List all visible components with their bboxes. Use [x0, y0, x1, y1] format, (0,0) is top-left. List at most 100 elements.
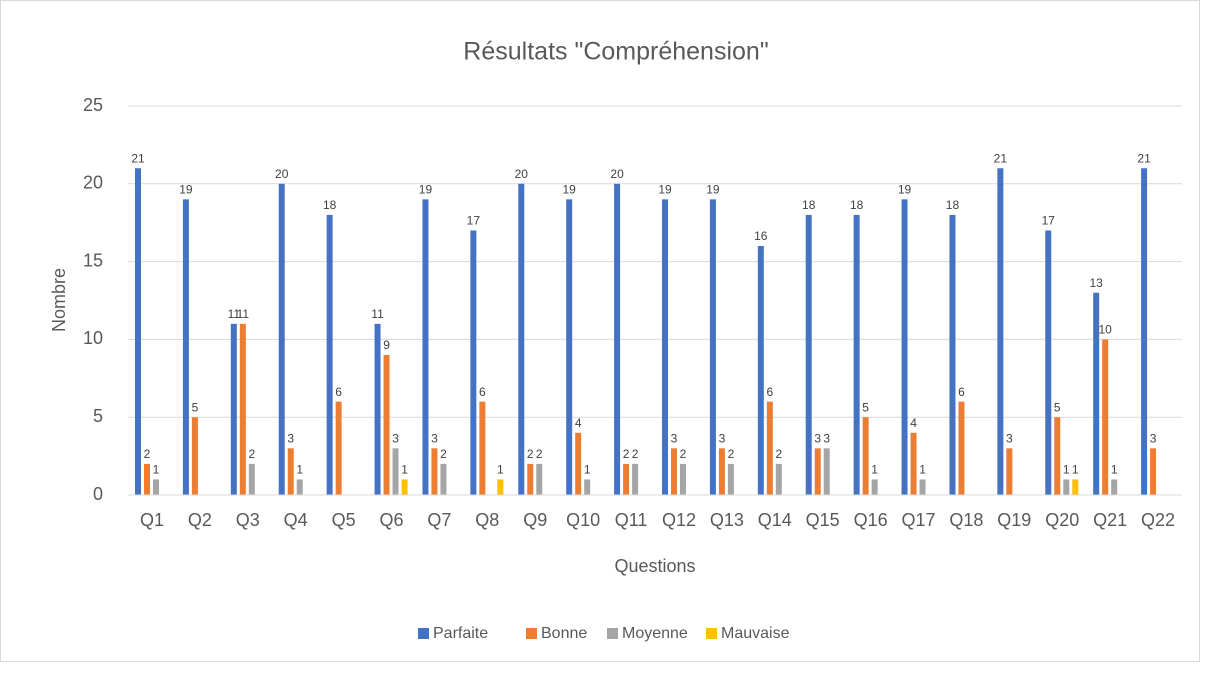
bar [440, 463, 447, 495]
bar [518, 183, 525, 496]
data-label: 3 [287, 431, 294, 445]
bar [919, 479, 926, 495]
x-tick-label: Q16 [854, 510, 888, 530]
data-label: 3 [814, 431, 821, 445]
bar [153, 479, 159, 495]
data-label: 19 [706, 183, 720, 197]
bar [823, 448, 830, 495]
data-label: 1 [1063, 463, 1070, 477]
bar [401, 479, 408, 495]
data-label: 4 [910, 416, 917, 430]
data-label: 1 [153, 463, 160, 477]
bar [135, 168, 141, 496]
x-tick-label: Q20 [1045, 510, 1079, 530]
x-tick-label: Q6 [379, 510, 403, 530]
data-label: 2 [536, 447, 543, 461]
data-label: 1 [497, 463, 504, 477]
bar [1141, 168, 1148, 496]
bar [1072, 479, 1079, 495]
bar [191, 417, 198, 495]
x-tick-label: Q13 [710, 510, 744, 530]
bar [853, 214, 860, 496]
data-label: 6 [335, 385, 342, 399]
bar [287, 448, 294, 495]
bar [757, 246, 764, 495]
chart-title: Résultats "Compréhension" [463, 38, 768, 66]
bar [1093, 292, 1100, 495]
data-label: 2 [527, 447, 534, 461]
data-label: 6 [766, 385, 773, 399]
data-label: 5 [192, 400, 199, 414]
bar [566, 199, 573, 496]
bar [614, 183, 621, 496]
legend-label: Parfaite [433, 625, 488, 642]
data-label: 1 [919, 463, 926, 477]
bar [949, 214, 956, 496]
data-label: 11 [371, 307, 384, 321]
data-label: 16 [754, 229, 768, 243]
x-tick-label: Q9 [523, 510, 547, 530]
data-label: 21 [994, 151, 1008, 165]
bar [1102, 339, 1109, 495]
bar [775, 463, 782, 495]
y-axis-label: Nombre [49, 268, 69, 332]
x-tick-label: Q2 [188, 510, 212, 530]
bar [527, 463, 534, 495]
x-tick-label: Q12 [662, 510, 696, 530]
data-label: 2 [728, 447, 735, 461]
bar [470, 230, 477, 496]
bar [1006, 448, 1013, 495]
data-label: 3 [671, 431, 678, 445]
bar [958, 401, 965, 495]
data-label: 2 [248, 447, 255, 461]
data-label: 1 [296, 463, 303, 477]
data-label: 11 [228, 307, 241, 321]
legend-label: Moyenne [622, 625, 688, 642]
data-label: 21 [1137, 151, 1151, 165]
bar [374, 323, 381, 495]
bar [727, 463, 734, 495]
data-label: 2 [632, 447, 639, 461]
bar [536, 463, 543, 495]
data-label: 20 [515, 167, 529, 181]
bar [335, 401, 342, 495]
bar [1063, 479, 1070, 495]
data-label: 6 [958, 385, 965, 399]
bar [1111, 479, 1118, 495]
y-tick-label: 20 [83, 173, 103, 193]
data-label: 3 [1006, 431, 1013, 445]
bar [1054, 417, 1061, 495]
bar [1150, 448, 1157, 495]
bar [248, 463, 255, 495]
y-tick-label: 25 [83, 95, 103, 115]
legend-swatch [418, 628, 429, 639]
bar [671, 448, 677, 495]
legend-label: Bonne [541, 625, 587, 642]
data-label: 2 [680, 447, 687, 461]
x-tick-label: Q7 [427, 510, 451, 530]
data-label: 3 [719, 431, 726, 445]
x-tick-label: Q14 [758, 510, 792, 530]
bar [182, 199, 189, 496]
data-label: 3 [823, 431, 830, 445]
bar [497, 479, 504, 495]
x-tick-label: Q4 [284, 510, 308, 530]
data-label: 2 [144, 447, 151, 461]
bar [814, 448, 821, 495]
x-tick-label: Q1 [140, 510, 164, 530]
bar [871, 479, 878, 495]
bar [479, 401, 486, 495]
bar [326, 214, 333, 496]
data-label: 5 [1054, 400, 1061, 414]
y-tick-label: 0 [93, 484, 103, 504]
y-tick-label: 10 [83, 328, 103, 348]
bar [422, 199, 429, 496]
data-label: 3 [392, 431, 399, 445]
data-label: 9 [383, 338, 390, 352]
data-label: 18 [850, 198, 864, 212]
data-label: 1 [871, 463, 878, 477]
data-label: 6 [479, 385, 486, 399]
data-label: 1 [401, 463, 408, 477]
data-label: 17 [467, 214, 481, 228]
legend-swatch [607, 628, 618, 639]
